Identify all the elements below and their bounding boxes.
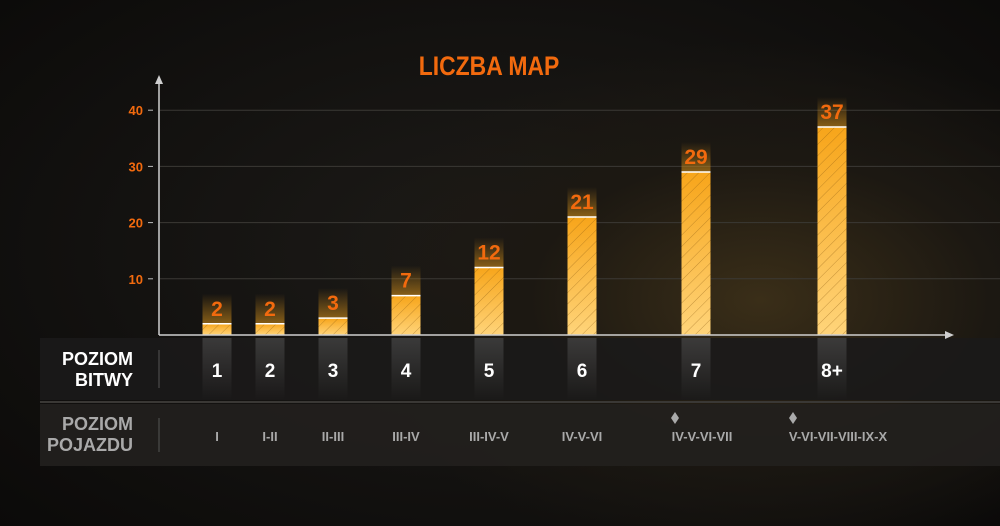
data-label: 37 [820,101,843,124]
bar-glow [318,288,348,319]
data-label: 12 [477,242,500,265]
x-axis-arrow-icon [945,331,954,339]
diamond-marker-icon [789,412,797,424]
battle-tier-column-highlight [567,338,597,400]
vehicle-tier-label-line2: POJAZDU [47,435,133,455]
bar-hatch [391,295,421,335]
bar-glow [391,265,421,296]
vehicle-tier-label: III-IV [392,429,420,444]
chart-title: LICZBA MAP [419,51,560,81]
vehicle-tier-label: IV-V-VI-VII [672,429,733,444]
y-axis-arrow-icon [155,75,163,84]
battle-tier-label-line2: BITWY [75,370,133,390]
battle-tier-column-highlight [318,338,348,400]
data-label: 29 [684,146,707,169]
data-label: 21 [570,191,594,214]
battle-tier-column-highlight [474,338,504,400]
battle-tier-column-highlight [817,338,847,400]
bar-glow [255,293,285,324]
vehicle-tier-label: V-VI-VII-VIII-IX-X [789,429,888,444]
vehicle-tier-label: I [215,429,219,444]
battle-tier-column-highlight [391,338,421,400]
vehicle-tier-row [40,404,1000,466]
bar-glow [567,186,597,217]
vehicle-tier-label: II-III [322,429,344,444]
y-tick-label: 30 [129,159,143,174]
battle-tier-label: 3 [328,361,339,382]
bar-hatch [681,172,711,335]
bar-glow [202,293,232,324]
battle-tier-label: 8+ [821,361,843,382]
battle-tier-row [40,338,1000,400]
battle-tier-label: 4 [401,361,412,382]
bar-glow [474,237,504,268]
battle-tier-label: 1 [212,361,223,382]
vehicle-tier-label: IV-V-VI [562,429,602,444]
y-tick-label: 20 [129,216,143,231]
vehicle-tier-label: III-IV-V [469,429,509,444]
battle-tier-column-highlight [681,338,711,400]
bar-glow [817,97,847,128]
battle-tier-label: 7 [691,361,702,382]
bar-hatch [255,323,285,335]
bar-hatch [474,267,504,335]
battle-tier-column-highlight [202,338,232,400]
data-label: 3 [327,292,339,315]
y-tick-label: 40 [129,103,143,118]
vehicle-tier-label-line1: POZIOM [62,414,133,434]
bar-hatch [202,323,232,335]
bar-hatch [567,216,597,335]
data-label: 2 [211,298,223,321]
battle-tier-column-highlight [255,338,285,400]
diamond-marker-icon [671,412,679,424]
data-label: 2 [264,298,276,321]
bar-hatch [817,127,847,335]
bar-hatch [318,318,348,335]
battle-tier-label-line1: POZIOM [62,349,133,369]
data-label: 7 [400,270,412,293]
battle-tier-label: 5 [484,361,495,382]
battle-tier-label: 6 [577,361,588,382]
y-tick-label: 10 [129,272,143,287]
vehicle-tier-label: I-II [262,429,277,444]
battle-tier-label: 2 [265,361,276,382]
bar-glow [681,142,711,173]
